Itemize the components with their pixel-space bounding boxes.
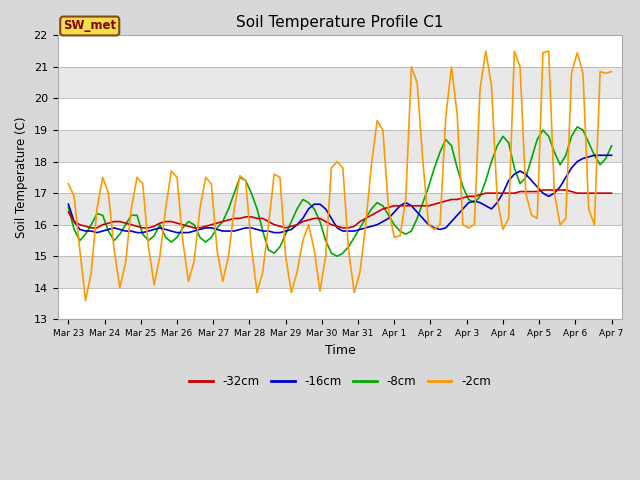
Text: SW_met: SW_met xyxy=(63,20,116,33)
Bar xyxy=(58,67,623,98)
Title: Soil Temperature Profile C1: Soil Temperature Profile C1 xyxy=(236,15,444,30)
Bar xyxy=(58,256,623,288)
Y-axis label: Soil Temperature (C): Soil Temperature (C) xyxy=(15,117,28,238)
Bar xyxy=(58,162,623,193)
Bar xyxy=(58,130,623,162)
Bar xyxy=(58,288,623,319)
Bar xyxy=(58,193,623,225)
Bar xyxy=(58,225,623,256)
Legend: -32cm, -16cm, -8cm, -2cm: -32cm, -16cm, -8cm, -2cm xyxy=(184,371,495,393)
Bar xyxy=(58,36,623,67)
Bar xyxy=(58,98,623,130)
X-axis label: Time: Time xyxy=(324,344,355,357)
